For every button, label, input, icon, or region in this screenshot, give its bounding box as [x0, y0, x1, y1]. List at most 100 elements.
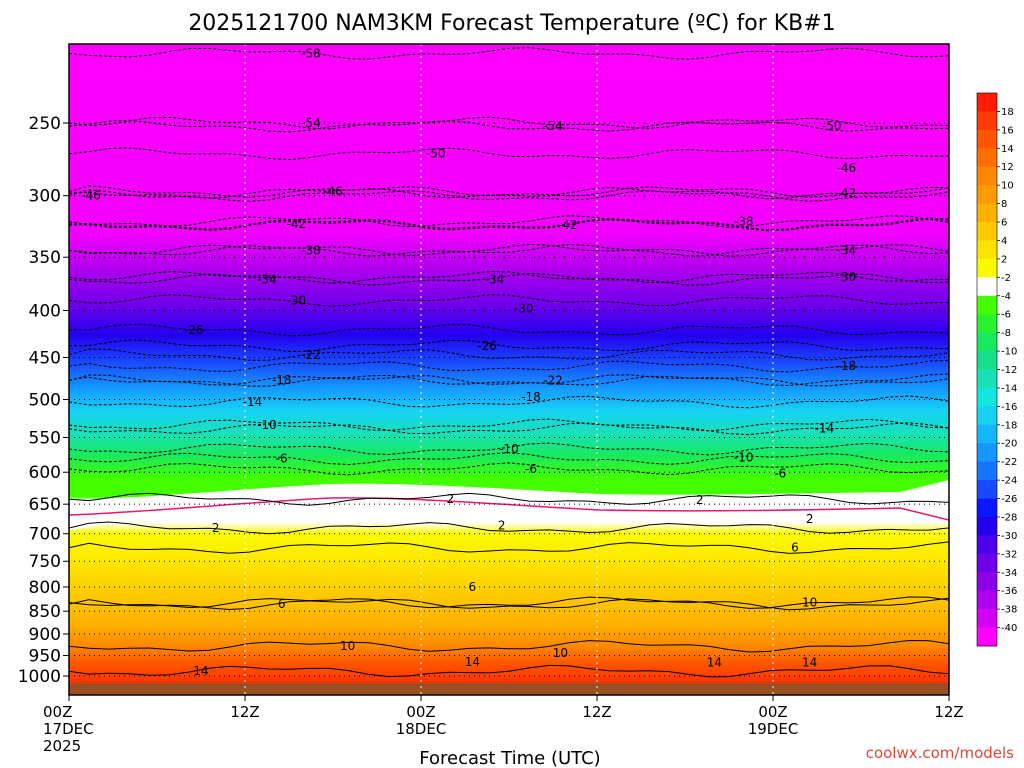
colorbar-swatch	[977, 203, 997, 223]
contour-line	[69, 442, 949, 456]
colorbar-swatch	[977, 572, 997, 592]
colorbar-swatch	[977, 516, 997, 536]
x-tick-label: 12Z	[230, 703, 259, 721]
contour-line	[69, 639, 949, 653]
contour-label: 6	[278, 597, 286, 611]
colorbar-swatch	[977, 240, 997, 260]
contour-line	[69, 119, 949, 133]
colorbar-swatch	[977, 461, 997, 481]
colorbar-swatch	[977, 627, 997, 647]
colorbar-tick-label: -30	[1001, 531, 1017, 542]
colorbar-swatch	[977, 166, 997, 186]
contour-label: -34	[837, 243, 857, 257]
contour-label: -30	[514, 301, 534, 315]
colorbar-tick-label: 4	[1001, 236, 1007, 247]
contour-line	[69, 294, 949, 307]
contour-line	[69, 359, 949, 373]
contour-label: -22	[543, 374, 563, 388]
colorbar-tick-label: -40	[1001, 623, 1017, 634]
colorbar-swatch	[977, 314, 997, 334]
x-tick-label: 12Z	[934, 703, 963, 721]
y-tick-label: 700	[29, 525, 61, 545]
y-tick-label: 350	[29, 248, 61, 268]
y-tick-label: 800	[29, 578, 61, 598]
x-tick-label: 00Z	[406, 703, 435, 721]
x-axis-label: Forecast Time (UTC)	[419, 748, 600, 768]
colorbar-tick-label: -38	[1001, 605, 1017, 616]
colorbar-tick-label: -6	[1001, 310, 1011, 321]
y-tick-label: 600	[29, 463, 61, 483]
contour-label: -54	[301, 116, 321, 130]
contour-label: -6	[525, 462, 537, 476]
freezing-level-line	[69, 497, 949, 521]
colorbar-tick-label: -36	[1001, 586, 1017, 597]
colorbar-tick-label: -12	[1001, 365, 1017, 376]
colorbar-swatch	[977, 148, 997, 168]
contour-label: 2	[696, 493, 704, 507]
contour-label: -34	[257, 272, 277, 286]
contour-label: -30	[287, 293, 307, 307]
contour-lines	[69, 47, 949, 678]
y-tick-label: 850	[29, 602, 61, 622]
contour-line	[69, 270, 949, 284]
colorbar-tick-label: -28	[1001, 512, 1017, 523]
y-tick-label: 950	[29, 647, 61, 667]
contour-label: -6	[276, 452, 288, 466]
colorbar-tick-label: 8	[1001, 199, 1007, 210]
contour-label: 2	[447, 492, 455, 506]
colorbar-tick-label: -18	[1001, 420, 1017, 431]
y-tick-label: 300	[29, 187, 61, 207]
y-tick-label: 1000	[18, 667, 61, 687]
x-tick-label: 12Z	[582, 703, 611, 721]
x-tick-label: 18DEC	[396, 720, 447, 738]
colorbar-tick-label: 6	[1001, 218, 1007, 229]
contour-label: -50	[426, 147, 446, 161]
contour-label: -46	[81, 189, 101, 203]
contour-label: -58	[301, 46, 321, 60]
contour-label: 10	[802, 596, 817, 610]
contour-label: -6	[774, 467, 786, 481]
contour-label: 2	[212, 521, 220, 535]
contour-line	[69, 462, 949, 476]
contour-line	[69, 218, 949, 232]
colorbar-swatch	[977, 369, 997, 389]
contour-line	[69, 243, 949, 257]
contour-line	[69, 47, 949, 60]
contour-label: -46	[837, 161, 857, 175]
y-tick-label: 650	[29, 495, 61, 515]
contour-line	[69, 272, 949, 286]
colorbar-swatch	[977, 129, 997, 149]
contour-label: -10	[257, 418, 277, 432]
contour-line	[69, 339, 949, 353]
colorbar-tick-label: -8	[1001, 328, 1011, 339]
colorbar-tick-label: 14	[1001, 144, 1014, 155]
contour-line	[69, 452, 949, 466]
colorbar-tick-label: 18	[1001, 107, 1014, 118]
contour-line	[69, 189, 949, 202]
contour-label: 2	[806, 512, 814, 526]
contour-label: -54	[543, 119, 563, 133]
colorbar-swatch	[977, 332, 997, 352]
colorbar-swatch	[977, 609, 997, 628]
contour-label: 2	[498, 519, 506, 533]
contour-line	[69, 664, 949, 678]
credit-label: coolwx.com/models	[866, 744, 1014, 762]
colorbar-tick-label: -14	[1001, 383, 1017, 394]
x-tick-label: 2025	[43, 737, 81, 755]
contour-line	[69, 348, 949, 361]
colorbar-swatch	[977, 406, 997, 426]
colorbar-tick-label: -16	[1001, 402, 1017, 413]
colorbar-swatch	[977, 387, 997, 407]
contour-label: -34	[485, 272, 505, 286]
colorbar-tick-label: -2	[1001, 273, 1011, 284]
colorbar-tick-label: -20	[1001, 439, 1017, 450]
contour-line	[69, 116, 949, 130]
contour-label: -42	[558, 218, 578, 232]
temperature-band-bumps	[69, 44, 949, 61]
colorbar-swatch	[977, 185, 997, 204]
contour-label: -22	[301, 348, 321, 362]
y-tick-label: 900	[29, 625, 61, 645]
contour-label: -50	[822, 119, 842, 133]
